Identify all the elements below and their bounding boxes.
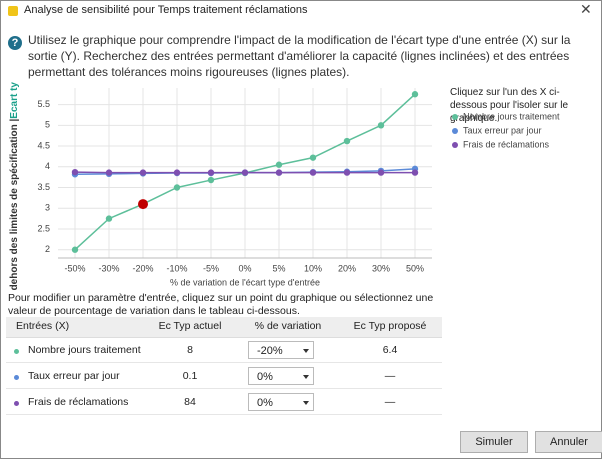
cell: 84 xyxy=(184,396,196,408)
row-separator xyxy=(6,362,442,363)
legend-hint: Cliquez sur l'un des X ci-dessous pour l… xyxy=(450,87,569,124)
variation-dropdown[interactable]: 0% xyxy=(248,393,314,411)
simulate-button[interactable]: Simuler xyxy=(460,431,528,453)
help-icon: ? xyxy=(8,36,22,50)
column-header: Ec Typ proposé xyxy=(353,320,427,332)
row-dot xyxy=(14,375,19,380)
cell: — xyxy=(384,396,396,408)
chart: s en dehors des limites de spécification… xyxy=(9,82,560,290)
x-tick-label: -10% xyxy=(166,263,187,273)
x-axis-label: % de variation de l'écart type d'entrée xyxy=(170,277,320,287)
intro-text: Utilisez le graphique pour comprendre l'… xyxy=(28,33,571,79)
close-button[interactable]: ✕ xyxy=(580,1,592,17)
column-header: % de variation xyxy=(254,320,322,332)
legend-dot xyxy=(452,114,458,120)
point xyxy=(309,169,317,176)
input-name: Nombre jours traitement xyxy=(28,344,141,356)
x-tick-label: 30% xyxy=(372,263,390,273)
point xyxy=(411,169,419,176)
y-tick-label: 2.5 xyxy=(37,223,50,233)
x-tick-label: 0% xyxy=(238,263,251,273)
row-separator xyxy=(6,414,442,415)
point xyxy=(377,169,385,176)
point xyxy=(207,169,215,176)
selected-point xyxy=(138,199,148,210)
point xyxy=(377,122,385,129)
y-tick-label: 3.5 xyxy=(37,182,50,192)
point xyxy=(275,161,283,168)
point xyxy=(173,169,181,176)
instruction: Pour modifier un paramètre d'entrée, cli… xyxy=(8,292,434,317)
legend-entry[interactable]: Taux erreur par jour xyxy=(463,125,542,135)
row-separator xyxy=(6,388,442,389)
legend-dot xyxy=(452,128,458,134)
table-header xyxy=(6,317,442,338)
x-tick-label: 10% xyxy=(304,263,322,273)
x-tick-label: -50% xyxy=(64,263,85,273)
cell: 6.4 xyxy=(382,344,398,356)
app-icon xyxy=(8,6,18,16)
variation-dropdown[interactable]: 0% xyxy=(248,367,314,385)
input-name: Taux erreur par jour xyxy=(28,370,120,382)
variation-dropdown[interactable]: -20% xyxy=(248,341,314,359)
point xyxy=(173,184,181,191)
legend-entry[interactable]: Frais de réclamations xyxy=(463,139,550,149)
x-tick-label: -5% xyxy=(203,263,219,273)
x-tick-label: 5% xyxy=(272,263,285,273)
column-header: Ec Typ actuel xyxy=(158,320,222,332)
column-header: Entrées (X) xyxy=(16,320,70,332)
y-label-part: s en dehors des limites de spécification… xyxy=(9,118,20,290)
y-tick-label: 3 xyxy=(45,203,50,213)
row-dot xyxy=(14,349,19,354)
point xyxy=(71,168,79,176)
y-tick-label: 4.5 xyxy=(37,140,50,150)
y-tick-label: 5 xyxy=(45,120,50,130)
point xyxy=(139,169,147,176)
row-dot xyxy=(14,401,19,406)
y-tick-label: 5.5 xyxy=(37,99,50,109)
y-tick-label: 2 xyxy=(45,244,50,254)
y-tick-label: 4 xyxy=(45,161,50,171)
window-title: Analyse de sensibilité pour Temps traite… xyxy=(24,4,308,16)
point xyxy=(343,169,351,176)
x-tick-label: -30% xyxy=(98,263,119,273)
point xyxy=(105,215,113,222)
point xyxy=(207,176,215,184)
cell: 0.1 xyxy=(182,370,198,382)
x-tick-label: -20% xyxy=(132,263,153,273)
x-tick-label: 20% xyxy=(338,263,356,273)
point xyxy=(71,246,79,253)
x-tick-label: 50% xyxy=(406,263,424,273)
point xyxy=(105,169,113,176)
cancel-button[interactable]: Annuler xyxy=(535,431,602,453)
point xyxy=(309,154,317,161)
y-axis-label: s en dehors des limites de spécification… xyxy=(9,82,20,290)
point xyxy=(411,91,419,98)
cell: — xyxy=(384,370,396,382)
legend-entry[interactable]: Nombre jours traitement xyxy=(463,111,560,121)
y-label-part: Ecart ty xyxy=(9,82,20,119)
point xyxy=(343,137,351,145)
input-name: Frais de réclamations xyxy=(28,396,129,408)
legend-dot xyxy=(452,142,458,148)
point xyxy=(275,169,283,176)
point xyxy=(241,169,249,176)
cell: 8 xyxy=(187,344,193,356)
